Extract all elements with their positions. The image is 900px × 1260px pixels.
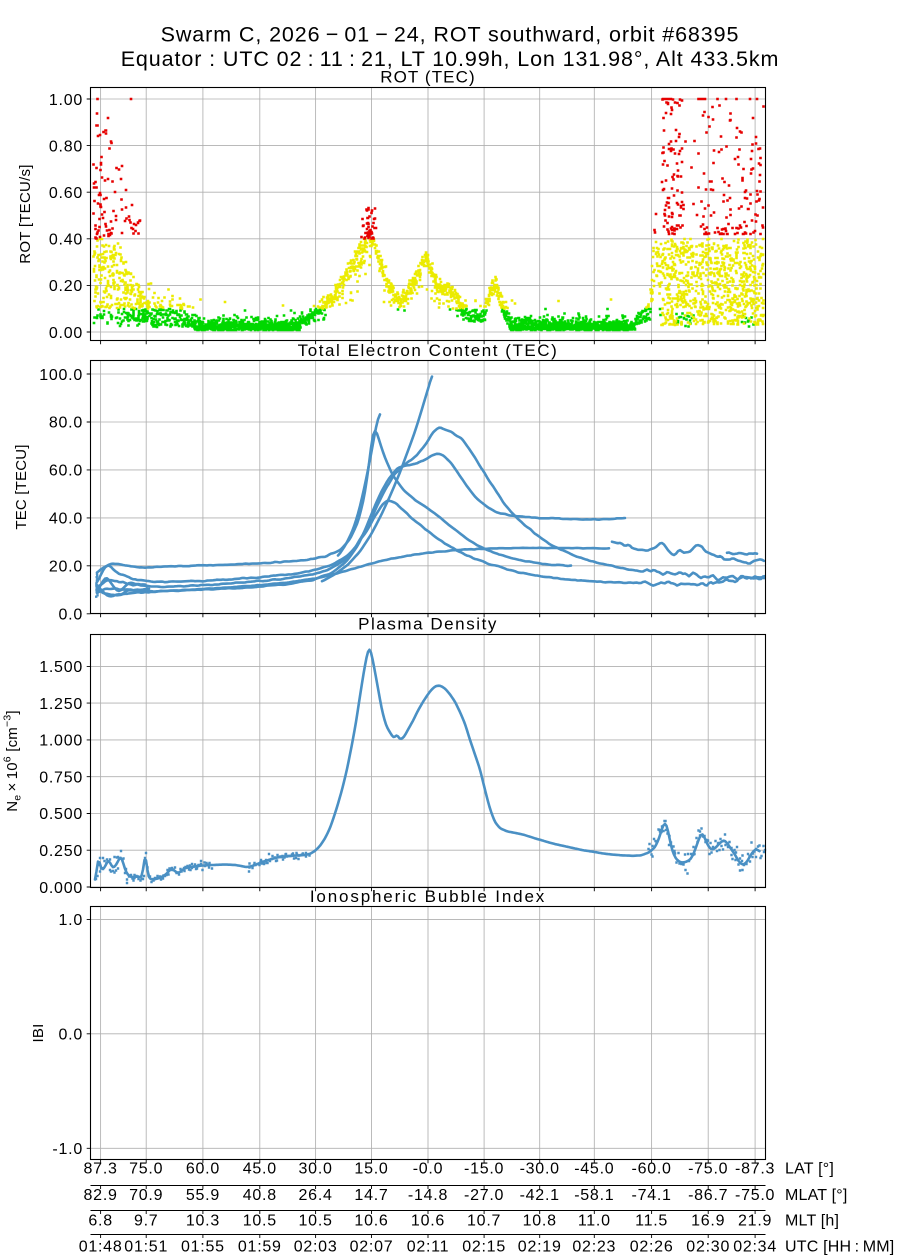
- svg-text:Swarm C, 2026 − 01 − 24, ROT: Swarm C, 2026 − 01 − 24, ROT southward, …: [161, 22, 740, 46]
- svg-text:01:51: 01:51: [124, 1238, 168, 1255]
- svg-text:1.0: 1.0: [59, 912, 84, 929]
- svg-text:11.5: 11.5: [635, 1213, 668, 1230]
- svg-text:40.8: 40.8: [243, 1187, 277, 1204]
- svg-text:02:19: 02:19: [518, 1238, 562, 1255]
- svg-text:70.9: 70.9: [129, 1187, 163, 1204]
- svg-text:Equator : UTC 02 : 11 : 21,: Equator : UTC 02 : 11 : 21, LT 10.99h, L…: [121, 47, 780, 71]
- svg-text:100.0: 100.0: [39, 367, 83, 384]
- svg-text:MLAT [°]: MLAT [°]: [785, 1187, 848, 1204]
- svg-text:0.20: 0.20: [49, 278, 83, 295]
- svg-text:02:23: 02:23: [572, 1238, 616, 1255]
- svg-text:75.0: 75.0: [129, 1160, 163, 1177]
- svg-text:-15.0: -15.0: [464, 1160, 504, 1177]
- svg-text:-87.3: -87.3: [735, 1160, 775, 1177]
- svg-text:02:15: 02:15: [462, 1238, 506, 1255]
- svg-text:40.0: 40.0: [49, 511, 83, 528]
- svg-text:-60.0: -60.0: [631, 1160, 671, 1177]
- svg-text:LAT [°]: LAT [°]: [785, 1160, 834, 1177]
- svg-text:Ionospheric Bubble Index: Ionospheric Bubble Index: [310, 887, 546, 906]
- svg-text:02:30: 02:30: [686, 1238, 730, 1255]
- svg-text:02:11: 02:11: [407, 1238, 450, 1255]
- svg-text:20.0: 20.0: [49, 559, 83, 576]
- svg-text:-75.0: -75.0: [735, 1187, 775, 1204]
- svg-text:Plasma Density: Plasma Density: [358, 615, 498, 634]
- svg-text:0.000: 0.000: [39, 880, 83, 897]
- svg-text:Ne × 106 [cm−3]: Ne × 106 [cm−3]: [2, 710, 24, 811]
- svg-text:0.0: 0.0: [59, 607, 84, 624]
- svg-text:MLT [h]: MLT [h]: [785, 1213, 839, 1230]
- svg-text:ROT [TECU/s]: ROT [TECU/s]: [17, 164, 34, 263]
- svg-text:1.000: 1.000: [39, 733, 83, 750]
- svg-text:-74.1: -74.1: [631, 1187, 671, 1204]
- svg-text:0.00: 0.00: [49, 325, 83, 342]
- svg-text:-58.1: -58.1: [574, 1187, 614, 1204]
- svg-text:87.3: 87.3: [84, 1160, 118, 1177]
- svg-text:60.0: 60.0: [49, 463, 83, 480]
- svg-text:11.0: 11.0: [578, 1213, 611, 1230]
- svg-text:80.0: 80.0: [49, 415, 83, 432]
- svg-text:0.80: 0.80: [49, 138, 83, 155]
- svg-text:45.0: 45.0: [243, 1160, 277, 1177]
- svg-text:-75.0: -75.0: [688, 1160, 728, 1177]
- svg-text:-1.0: -1.0: [52, 1141, 83, 1158]
- svg-text:TEC [TECU]: TEC [TECU]: [13, 444, 30, 529]
- svg-text:21.9: 21.9: [738, 1213, 772, 1230]
- svg-text:02:07: 02:07: [350, 1238, 394, 1255]
- svg-text:-86.7: -86.7: [688, 1187, 728, 1204]
- svg-text:ROT (TEC): ROT (TEC): [380, 68, 476, 87]
- svg-text:-14.8: -14.8: [408, 1187, 448, 1204]
- svg-text:55.9: 55.9: [186, 1187, 220, 1204]
- svg-text:-45.0: -45.0: [574, 1160, 614, 1177]
- svg-text:-27.0: -27.0: [464, 1187, 504, 1204]
- svg-text:26.4: 26.4: [299, 1187, 333, 1204]
- svg-text:15.0: 15.0: [354, 1160, 388, 1177]
- svg-text:UTC [HH : MM]: UTC [HH : MM]: [785, 1238, 894, 1255]
- svg-text:-42.1: -42.1: [520, 1187, 560, 1204]
- svg-text:10.7: 10.7: [467, 1213, 501, 1230]
- svg-text:1.500: 1.500: [39, 659, 83, 676]
- svg-text:Total Electron Content (TEC): Total Electron Content (TEC): [298, 341, 559, 360]
- svg-text:0.250: 0.250: [39, 843, 83, 860]
- svg-text:0.60: 0.60: [49, 185, 83, 202]
- svg-text:IBI: IBI: [30, 1024, 47, 1043]
- svg-text:1.00: 1.00: [49, 92, 83, 109]
- svg-text:1.250: 1.250: [39, 696, 83, 713]
- svg-text:0.500: 0.500: [39, 806, 83, 823]
- svg-text:01:55: 01:55: [181, 1238, 225, 1255]
- svg-text:0.0: 0.0: [59, 1027, 84, 1044]
- svg-text:02:26: 02:26: [630, 1238, 674, 1255]
- svg-text:10.5: 10.5: [243, 1213, 277, 1230]
- svg-text:01:48: 01:48: [79, 1238, 123, 1255]
- svg-text:0.750: 0.750: [39, 770, 83, 787]
- svg-text:9.7: 9.7: [134, 1213, 159, 1230]
- svg-text:60.0: 60.0: [186, 1160, 220, 1177]
- svg-text:01:59: 01:59: [238, 1238, 282, 1255]
- svg-text:02:34: 02:34: [733, 1238, 777, 1255]
- svg-text:16.9: 16.9: [691, 1213, 725, 1230]
- svg-text:6.8: 6.8: [88, 1213, 113, 1230]
- svg-text:10.6: 10.6: [354, 1213, 388, 1230]
- svg-text:30.0: 30.0: [299, 1160, 333, 1177]
- svg-text:10.3: 10.3: [186, 1213, 220, 1230]
- svg-text:0.40: 0.40: [49, 232, 83, 249]
- svg-text:02:03: 02:03: [294, 1238, 338, 1255]
- svg-text:10.6: 10.6: [411, 1213, 445, 1230]
- svg-text:-0.0: -0.0: [413, 1160, 444, 1177]
- svg-text:14.7: 14.7: [354, 1187, 388, 1204]
- svg-text:10.8: 10.8: [523, 1213, 557, 1230]
- svg-text:82.9: 82.9: [84, 1187, 118, 1204]
- svg-text:10.5: 10.5: [299, 1213, 333, 1230]
- svg-text:-30.0: -30.0: [520, 1160, 560, 1177]
